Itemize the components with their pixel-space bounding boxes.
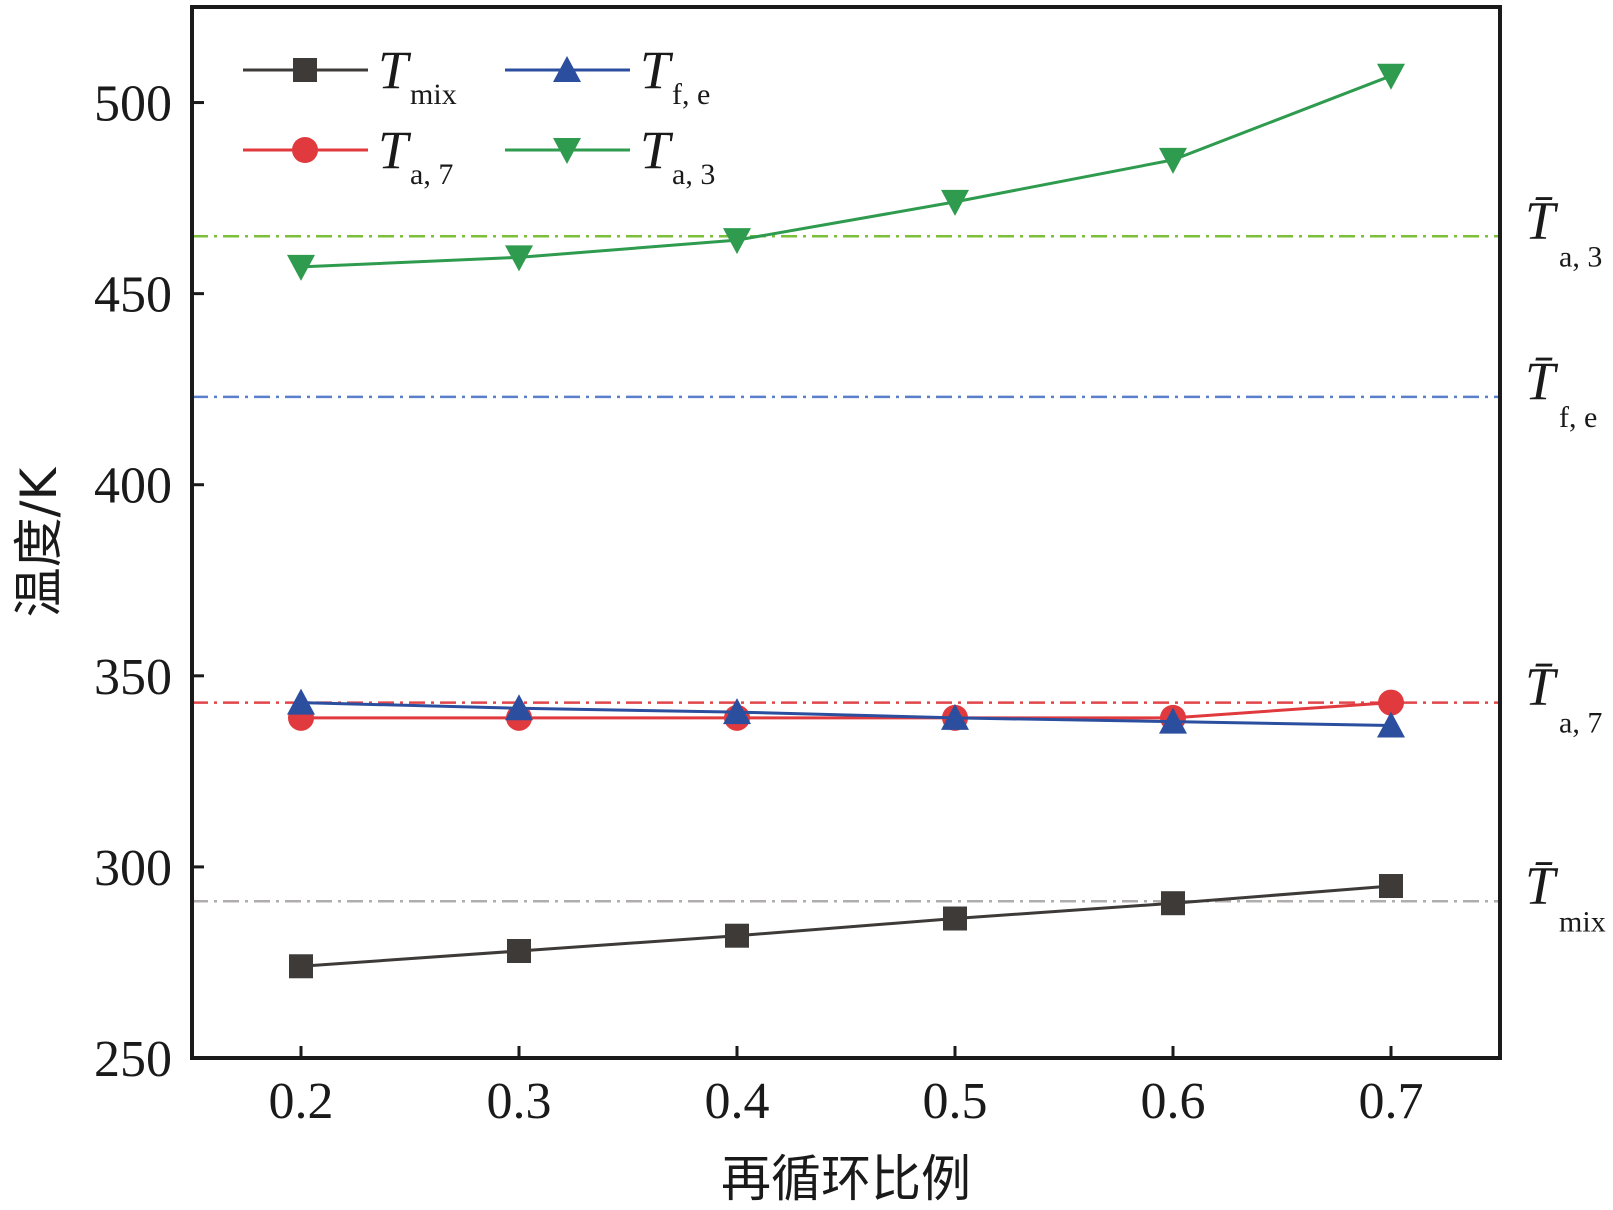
legend-label-a7: Ta, 7 bbox=[378, 120, 453, 191]
legend-subscript: a, 3 bbox=[672, 158, 715, 191]
x-tick-label: 0.6 bbox=[1141, 1073, 1206, 1130]
reference-label-subscript: a, 3 bbox=[1559, 240, 1602, 273]
x-axis-title: 再循环比例 bbox=[721, 1150, 971, 1208]
data-point-a7 bbox=[1378, 689, 1404, 716]
data-point-fe bbox=[941, 703, 969, 730]
data-point-fe bbox=[723, 698, 751, 725]
x-tick-label: 0.7 bbox=[1359, 1073, 1424, 1130]
legend-marker bbox=[292, 137, 318, 163]
y-tick-label: 350 bbox=[94, 649, 172, 706]
reference-label-fe_mean: T̄f, e bbox=[1525, 351, 1597, 434]
series-line-fe bbox=[300, 701, 1392, 728]
legend-label-a3: Ta, 3 bbox=[640, 120, 715, 191]
legend-item-a3: Ta, 3 bbox=[505, 120, 715, 191]
legend-symbol: T bbox=[378, 40, 412, 100]
series-line-a3 bbox=[300, 74, 1392, 269]
plot-frame bbox=[190, 5, 1502, 1060]
legend-marker bbox=[553, 56, 581, 82]
data-point-mix bbox=[943, 906, 967, 931]
reference-label-subscript: a, 7 bbox=[1559, 707, 1602, 740]
reference-label-mix_mean: T̄mix bbox=[1525, 855, 1606, 938]
x-tick-label: 0.4 bbox=[705, 1073, 770, 1130]
data-point-a3 bbox=[941, 189, 969, 216]
reference-label-symbol: T̄ bbox=[1525, 190, 1559, 250]
data-point-fe bbox=[1377, 711, 1405, 738]
y-tick-label: 500 bbox=[94, 76, 172, 133]
series-fe bbox=[287, 688, 1405, 738]
data-point-mix bbox=[1161, 891, 1185, 916]
legend-label-fe: Tf, e bbox=[640, 40, 710, 111]
reference-label-a3_mean: T̄a, 3 bbox=[1525, 190, 1602, 273]
series-a7 bbox=[288, 689, 1404, 731]
legend-subscript: a, 7 bbox=[410, 158, 453, 191]
data-point-fe bbox=[287, 688, 315, 715]
reference-lines bbox=[192, 235, 1500, 903]
series-a3 bbox=[287, 63, 1405, 281]
y-axis-title: 温度/K bbox=[10, 466, 68, 617]
x-tick-label: 0.2 bbox=[269, 1073, 334, 1130]
legend-marker bbox=[293, 58, 317, 82]
data-point-fe bbox=[1159, 707, 1187, 734]
legend-label-mix: Tmix bbox=[378, 40, 457, 111]
reference-label-subscript: f, e bbox=[1559, 401, 1597, 434]
series-mix bbox=[289, 874, 1403, 979]
reference-label-subscript: mix bbox=[1559, 905, 1606, 938]
reference-line-labels: T̄a, 3T̄f, eT̄a, 7T̄mix bbox=[1525, 190, 1606, 938]
data-point-a3 bbox=[1159, 147, 1187, 174]
legend-subscript: f, e bbox=[672, 78, 710, 111]
x-tick-label: 0.5 bbox=[923, 1073, 988, 1130]
legend-symbol: T bbox=[378, 120, 412, 180]
legend-symbol: T bbox=[640, 40, 674, 100]
reference-label-symbol: T̄ bbox=[1525, 351, 1559, 411]
reference-label-a7_mean: T̄a, 7 bbox=[1525, 657, 1602, 740]
legend: Tmix Tf, eTa, 7 Ta, 3 bbox=[243, 40, 715, 191]
series-line-a7 bbox=[301, 701, 1392, 720]
legend-item-fe: Tf, e bbox=[505, 40, 710, 111]
y-tick-label: 400 bbox=[94, 458, 172, 515]
reference-label-symbol: T̄ bbox=[1525, 855, 1559, 915]
legend-marker bbox=[553, 138, 581, 164]
y-tick-label: 450 bbox=[94, 267, 172, 324]
series-line-mix bbox=[300, 884, 1392, 968]
x-tick-label: 0.3 bbox=[487, 1073, 552, 1130]
legend-item-mix: Tmix bbox=[243, 40, 457, 111]
data-point-a3 bbox=[723, 228, 751, 255]
data-point-mix bbox=[507, 938, 531, 963]
reference-label-symbol: T̄ bbox=[1525, 657, 1559, 717]
legend-subscript: mix bbox=[410, 78, 457, 111]
series-group bbox=[287, 63, 1405, 979]
data-point-mix bbox=[725, 923, 749, 948]
data-point-mix bbox=[289, 954, 313, 979]
data-point-mix bbox=[1379, 874, 1403, 899]
data-point-a3 bbox=[287, 254, 315, 281]
data-point-a3 bbox=[1377, 63, 1405, 90]
y-tick-label: 300 bbox=[94, 840, 172, 897]
data-point-a3 bbox=[505, 245, 533, 272]
y-tick-label: 250 bbox=[94, 1031, 172, 1088]
data-point-fe bbox=[505, 694, 533, 721]
legend-item-a7: Ta, 7 bbox=[243, 120, 453, 191]
axes: 0.2 0.3 0.4 0.5 0.6 0.7 250 300 350 400 450 500 bbox=[94, 5, 1502, 1130]
legend-symbol: T bbox=[640, 120, 674, 180]
